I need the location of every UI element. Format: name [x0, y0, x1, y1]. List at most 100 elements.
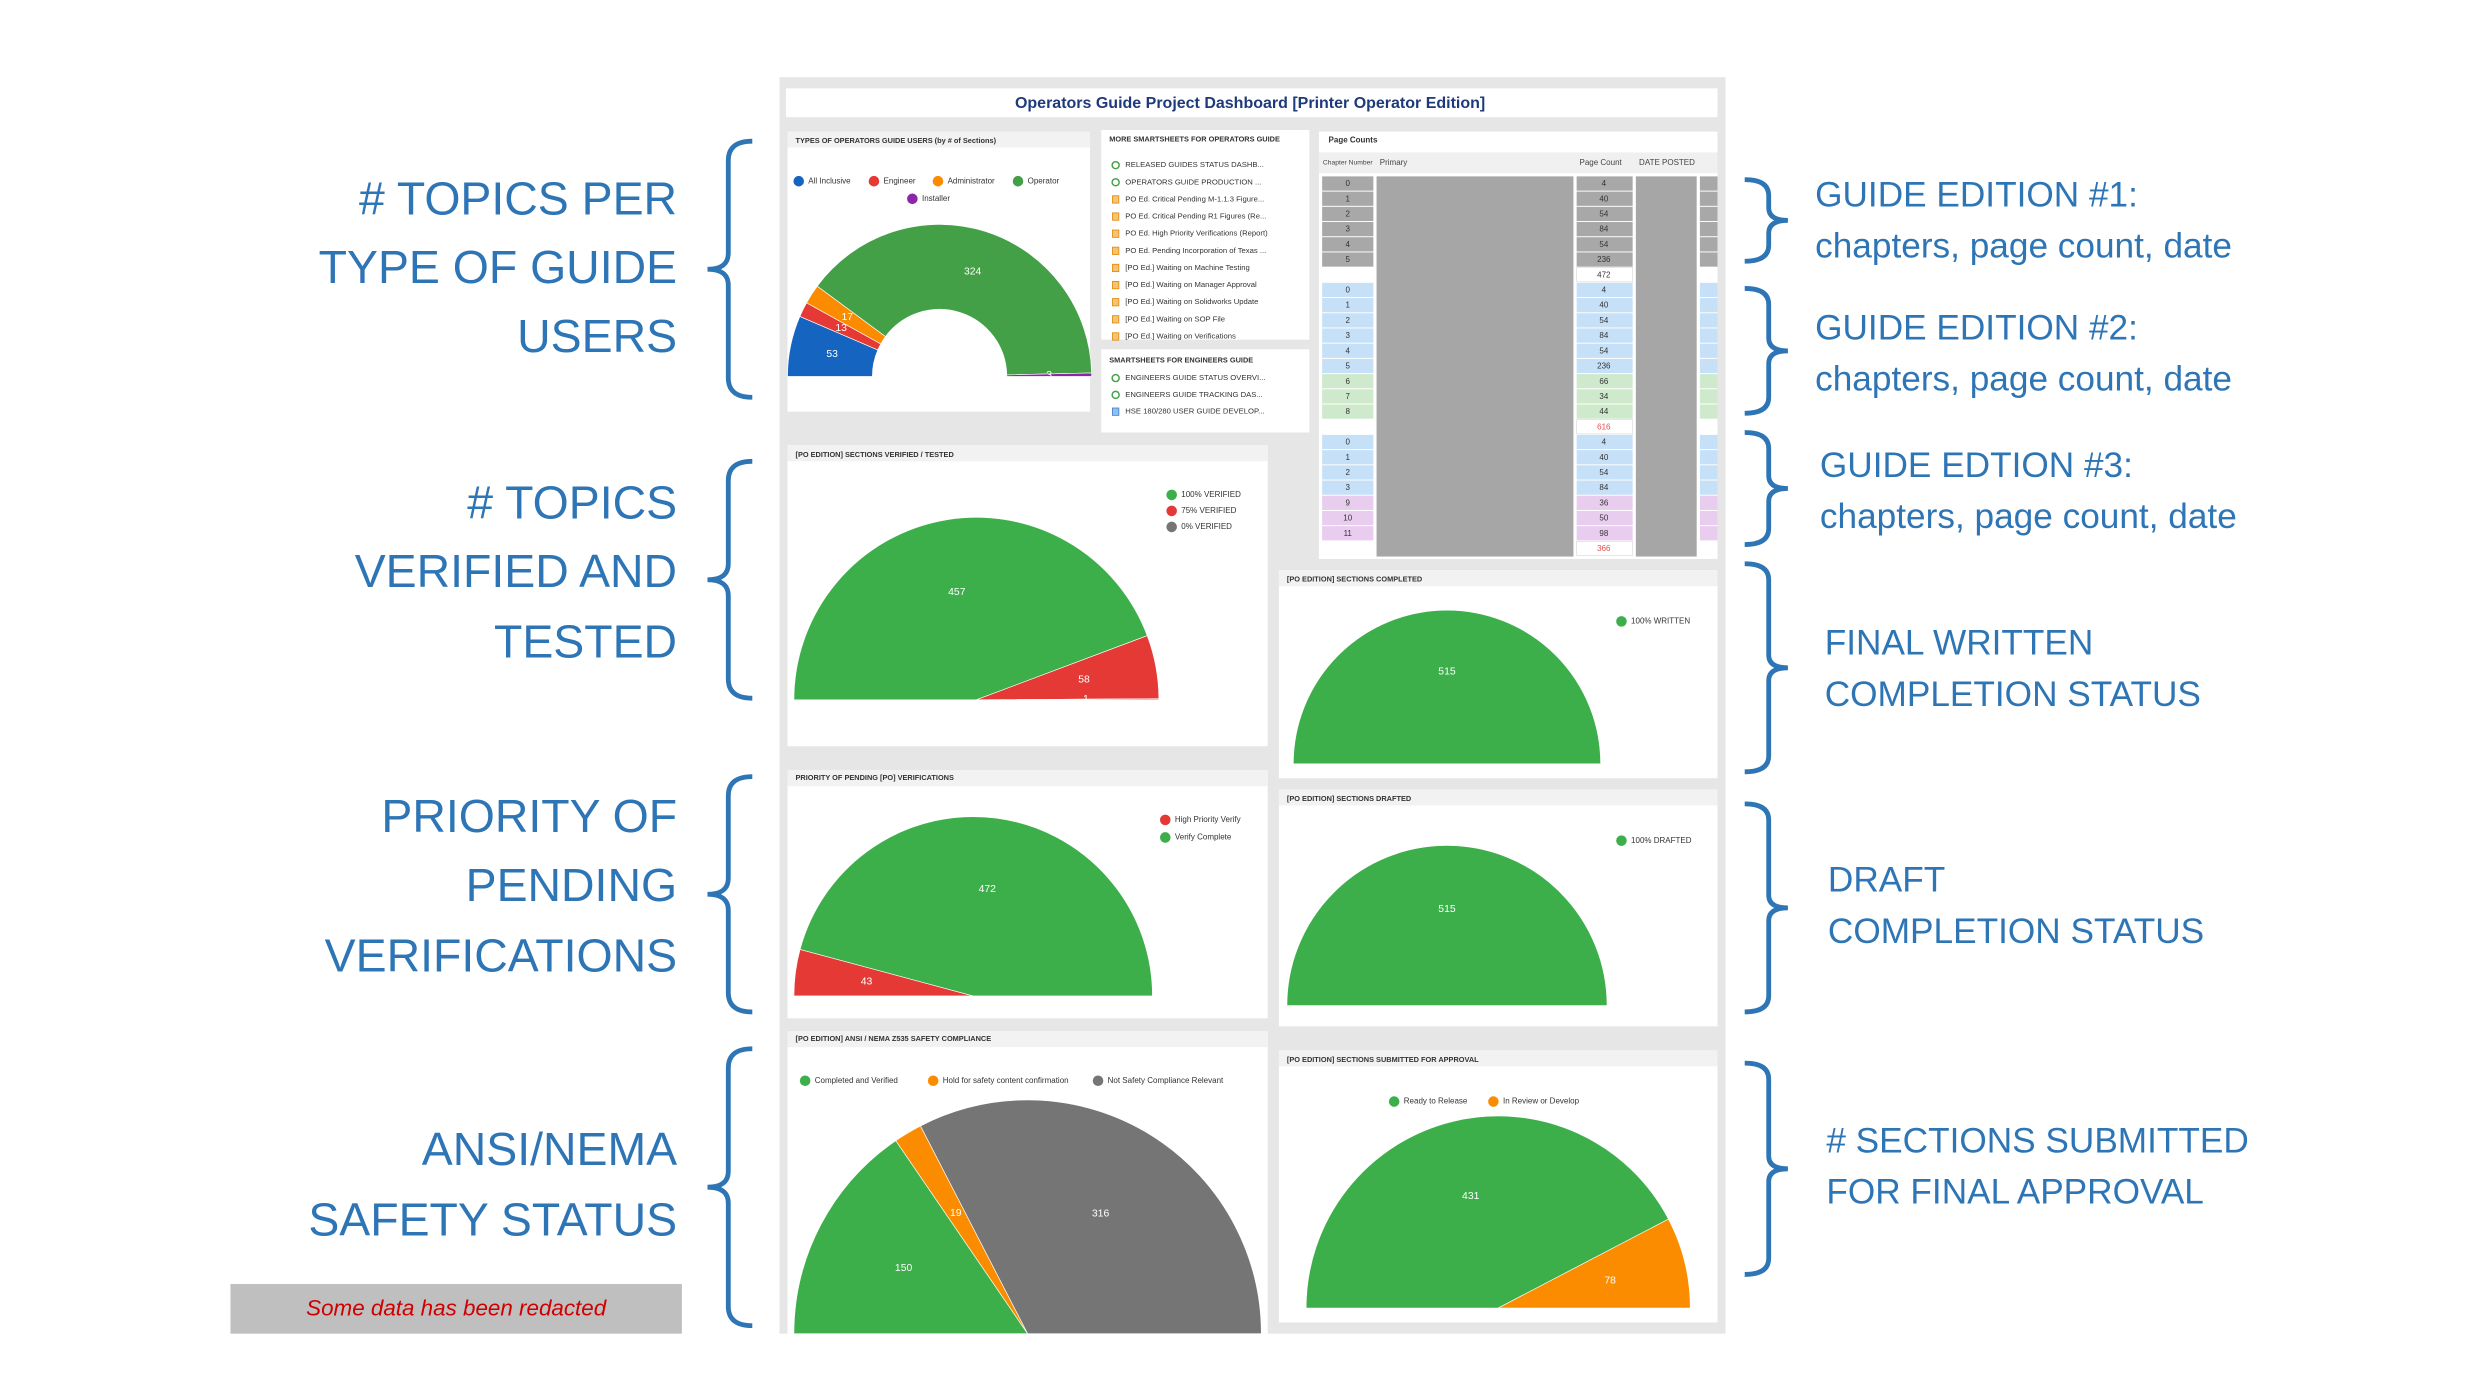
list-icon	[1112, 263, 1120, 273]
page-count: 36	[1599, 498, 1608, 507]
value-label: 13	[835, 323, 847, 334]
table-cell	[1322, 526, 1374, 541]
table-cell	[1576, 206, 1633, 222]
legend-marker	[927, 1075, 939, 1087]
list-item[interactable]: [PO Ed.] Waiting on Verifications	[1125, 331, 1236, 340]
chapter-number: 8	[1346, 407, 1351, 416]
chart-header	[1278, 1050, 1718, 1067]
value-label: 58	[1078, 675, 1090, 686]
page-count: 34	[1599, 392, 1608, 401]
legend-label: Completed and Verified	[815, 1076, 898, 1085]
pie-slice	[793, 1140, 1029, 1334]
list-title: SMARTSHEETS FOR ENGINEERS GUIDE	[1109, 355, 1253, 364]
list-icon	[1112, 298, 1120, 307]
list-item[interactable]: [PO Ed.] Waiting on Solidworks Update	[1125, 297, 1258, 306]
pie-slice	[1498, 1218, 1691, 1309]
table-cell	[1576, 541, 1633, 556]
list-item[interactable]: PO Ed. Critical Pending R1 Figures (Re..…	[1125, 212, 1266, 221]
annotation-text: GUIDE EDITION #2:	[1815, 308, 2138, 347]
list-item[interactable]: ENGINEERS GUIDE TRACKING DAS...	[1125, 390, 1263, 399]
table-cell	[1322, 389, 1374, 404]
legend-label: 75% VERIFIED	[1181, 506, 1236, 515]
chapter-number: 10	[1343, 514, 1352, 523]
page-count: 54	[1599, 346, 1608, 355]
legend-marker	[1166, 521, 1177, 533]
table-cell	[1699, 237, 1718, 252]
chapter-number: 1	[1346, 453, 1351, 462]
list-item[interactable]: ENGINEERS GUIDE STATUS OVERVI...	[1125, 373, 1265, 382]
list-item[interactable]: [PO Ed.] Waiting on SOP File	[1125, 314, 1225, 323]
table-cell	[1576, 313, 1633, 328]
annotation-text: chapters, page count, date	[1820, 497, 2237, 536]
list-item[interactable]: PO Ed. High Priority Verifications (Repo…	[1125, 229, 1268, 238]
list-icon	[1111, 160, 1120, 170]
table-cell	[1699, 526, 1718, 541]
list-icon	[1112, 332, 1120, 341]
page-count: 98	[1599, 529, 1608, 538]
page-count: 54	[1599, 468, 1608, 477]
table-cell	[1576, 191, 1633, 206]
chapter-number: 11	[1344, 529, 1353, 538]
table-cell	[1576, 282, 1633, 298]
legend-marker	[799, 1075, 811, 1087]
chart-title: TYPES OF OPERATORS GUIDE USERS (by # of …	[796, 136, 997, 145]
redaction-note: Some data has been redacted	[306, 1296, 608, 1321]
table-cell	[1322, 434, 1374, 450]
list-item[interactable]: [PO Ed.] Waiting on Manager Approval	[1125, 280, 1257, 289]
table-cell	[1322, 252, 1374, 267]
legend-label: In Review or Develop	[1503, 1097, 1580, 1106]
list-item[interactable]: PO Ed. Critical Pending M-1.1.3 Figure..…	[1125, 194, 1264, 203]
table-cell	[1699, 450, 1718, 465]
legend-marker	[1616, 835, 1627, 846]
legend-label: Engineer	[884, 176, 916, 185]
chart-header	[787, 131, 1091, 148]
table-cell	[1322, 191, 1374, 206]
table-cell	[1699, 206, 1718, 222]
list-item[interactable]: PO Ed. Pending Incorporation of Texas ..…	[1125, 246, 1266, 255]
legend-label: Not Safety Compliance Relevant	[1108, 1076, 1224, 1085]
table-cell	[1322, 222, 1374, 237]
chart-header	[787, 445, 1268, 462]
page-count: 54	[1599, 210, 1608, 219]
table-cell	[1699, 434, 1718, 450]
legend-label: Installer	[922, 194, 950, 203]
list-item[interactable]: [PO Ed.] Waiting on Machine Testing	[1125, 263, 1250, 272]
value-label: 431	[1462, 1191, 1480, 1202]
annotation-text: FOR FINAL APPROVAL	[1826, 1173, 2204, 1212]
annotation-text: VERIFIED AND	[355, 545, 677, 597]
table-cell	[1576, 389, 1633, 404]
chapter-number: 2	[1346, 316, 1351, 325]
legend-label: 100% DRAFTED	[1631, 836, 1692, 845]
table-title: Page Counts	[1329, 135, 1378, 144]
bracket	[707, 1046, 753, 1329]
chart-header	[1278, 789, 1718, 806]
chapter-number: 6	[1346, 377, 1351, 386]
table-cell	[1576, 434, 1633, 450]
table-cell	[1322, 298, 1374, 313]
chart-header	[1278, 570, 1718, 587]
chart-title: [PO EDITION] SECTIONS DRAFTED	[1287, 794, 1411, 803]
pie-slice	[1293, 609, 1601, 765]
table-cell	[1699, 298, 1718, 313]
chapter-number: 3	[1346, 331, 1351, 340]
chapter-number: 1	[1346, 194, 1351, 203]
list-icon	[1112, 407, 1120, 416]
chapter-number: 2	[1346, 210, 1351, 219]
list-icon	[1112, 229, 1120, 238]
list-item[interactable]: OPERATORS GUIDE PRODUCTION ...	[1125, 177, 1261, 186]
value-label: 19	[950, 1208, 962, 1219]
list-item[interactable]: HSE 180/280 USER GUIDE DEVELOP...	[1125, 407, 1264, 416]
table-cell	[1322, 282, 1374, 298]
page-count: 40	[1599, 194, 1608, 203]
list-item[interactable]: RELEASED GUIDES STATUS DASHB...	[1125, 160, 1264, 169]
legend-label: Hold for safety content confirmation	[943, 1076, 1069, 1085]
column-header: Primary	[1380, 158, 1408, 167]
annotation-text: GUIDE EDTION #3:	[1820, 446, 2133, 485]
chapter-number: 1	[1346, 301, 1351, 310]
page-count: 4	[1602, 286, 1607, 295]
annotation-text: chapters, page count, date	[1815, 227, 2232, 266]
table-cell	[1576, 495, 1633, 510]
bracket	[1744, 177, 1788, 264]
table-cell	[1322, 343, 1374, 358]
